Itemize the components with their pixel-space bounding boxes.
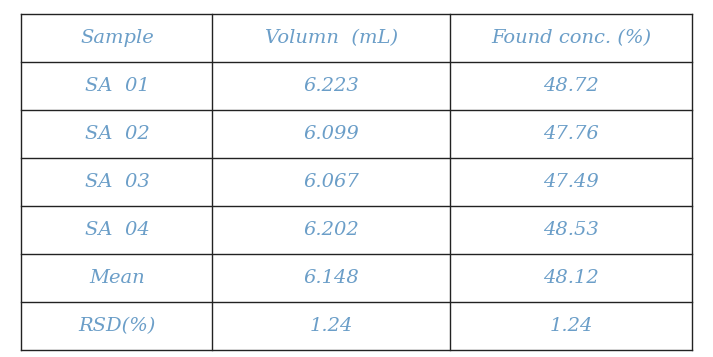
Text: 47.49: 47.49 [543, 173, 599, 191]
Text: Sample: Sample [80, 29, 154, 47]
Text: 6.067: 6.067 [304, 173, 359, 191]
Text: 48.53: 48.53 [543, 221, 599, 239]
Text: SA  03: SA 03 [85, 173, 149, 191]
Text: 1.24: 1.24 [549, 317, 593, 335]
Text: 48.72: 48.72 [543, 77, 599, 95]
Text: 6.202: 6.202 [304, 221, 359, 239]
Text: 6.148: 6.148 [304, 269, 359, 287]
Text: 47.76: 47.76 [543, 125, 599, 143]
Text: SA  01: SA 01 [85, 77, 149, 95]
Text: Volumn  (mL): Volumn (mL) [265, 29, 398, 47]
Text: 1.24: 1.24 [309, 317, 353, 335]
Text: Found conc. (%): Found conc. (%) [491, 29, 651, 47]
Text: RSD(%): RSD(%) [78, 317, 155, 335]
Text: Mean: Mean [89, 269, 145, 287]
Text: SA  04: SA 04 [85, 221, 149, 239]
Text: 6.099: 6.099 [304, 125, 359, 143]
Text: SA  02: SA 02 [85, 125, 149, 143]
Text: 6.223: 6.223 [304, 77, 359, 95]
Text: 48.12: 48.12 [543, 269, 599, 287]
